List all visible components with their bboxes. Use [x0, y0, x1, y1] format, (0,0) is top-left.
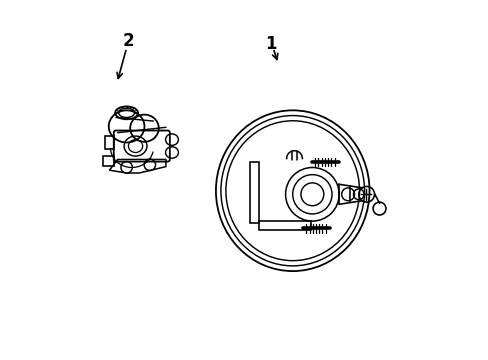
Text: 1: 1 [265, 35, 277, 53]
Text: 2: 2 [122, 32, 134, 50]
